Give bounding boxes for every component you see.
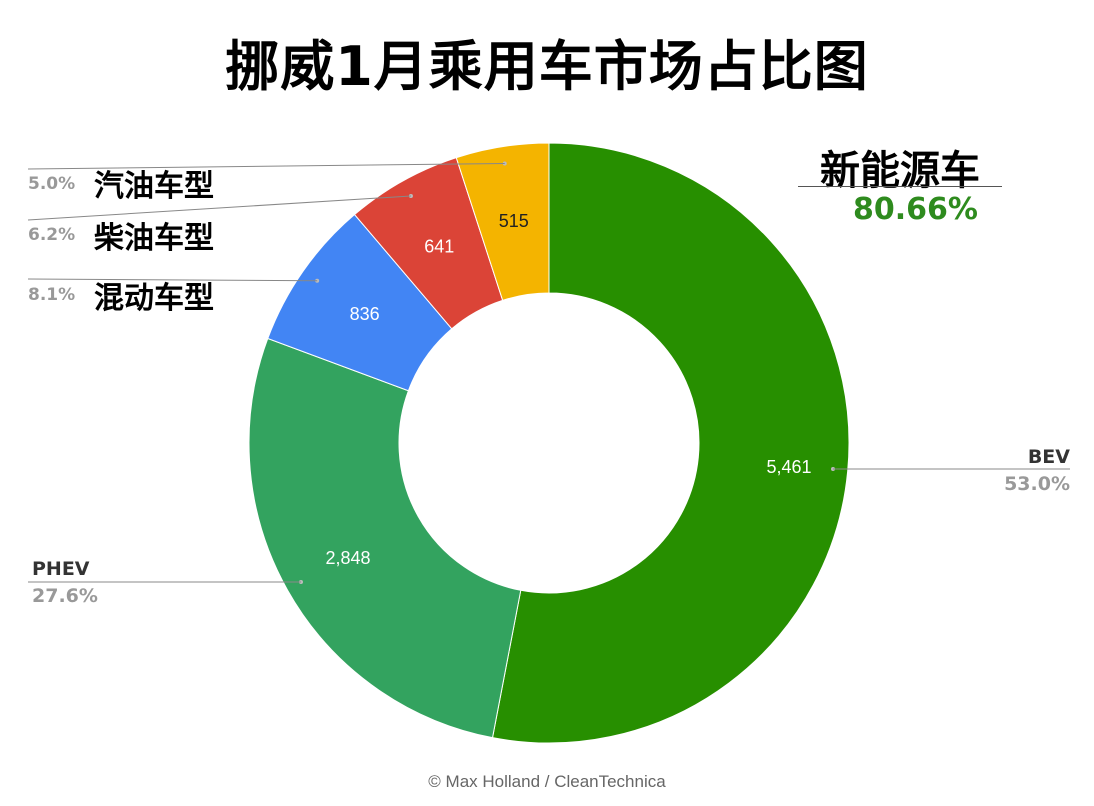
series-name-1: PHEV	[32, 558, 90, 580]
nev-label: 新能源车	[820, 148, 980, 194]
leader-line-3	[27, 195, 411, 221]
leader-line-4	[27, 162, 505, 170]
nev-underline	[798, 186, 1002, 187]
series-percent-3: 6.2%	[28, 225, 75, 245]
series-name-2: 混动车型	[94, 281, 214, 316]
series-name-3: 柴油车型	[94, 221, 214, 256]
value-label-1: 2,848	[325, 548, 370, 568]
value-label-3: 641	[424, 237, 454, 257]
series-name-0: BEV	[1028, 446, 1070, 468]
footer-credit: © Max Holland / CleanTechnica	[428, 772, 666, 791]
value-label-4: 515	[499, 211, 529, 231]
slice-4	[455, 142, 550, 301]
slice-1	[248, 337, 522, 739]
series-percent-0: 53.0%	[1004, 473, 1070, 495]
series-name-4: 汽油车型	[94, 169, 214, 204]
nev-value: 80.66%	[853, 192, 978, 227]
series-percent-4: 5.0%	[28, 174, 75, 194]
value-label-2: 836	[350, 304, 380, 324]
value-label-0: 5,461	[766, 457, 811, 477]
chart-title: 挪威1月乘用车市场占比图	[225, 35, 869, 98]
leader-line-2	[27, 278, 318, 282]
series-percent-2: 8.1%	[28, 285, 75, 305]
slice-0	[491, 142, 850, 744]
series-percent-1: 27.6%	[32, 585, 98, 607]
